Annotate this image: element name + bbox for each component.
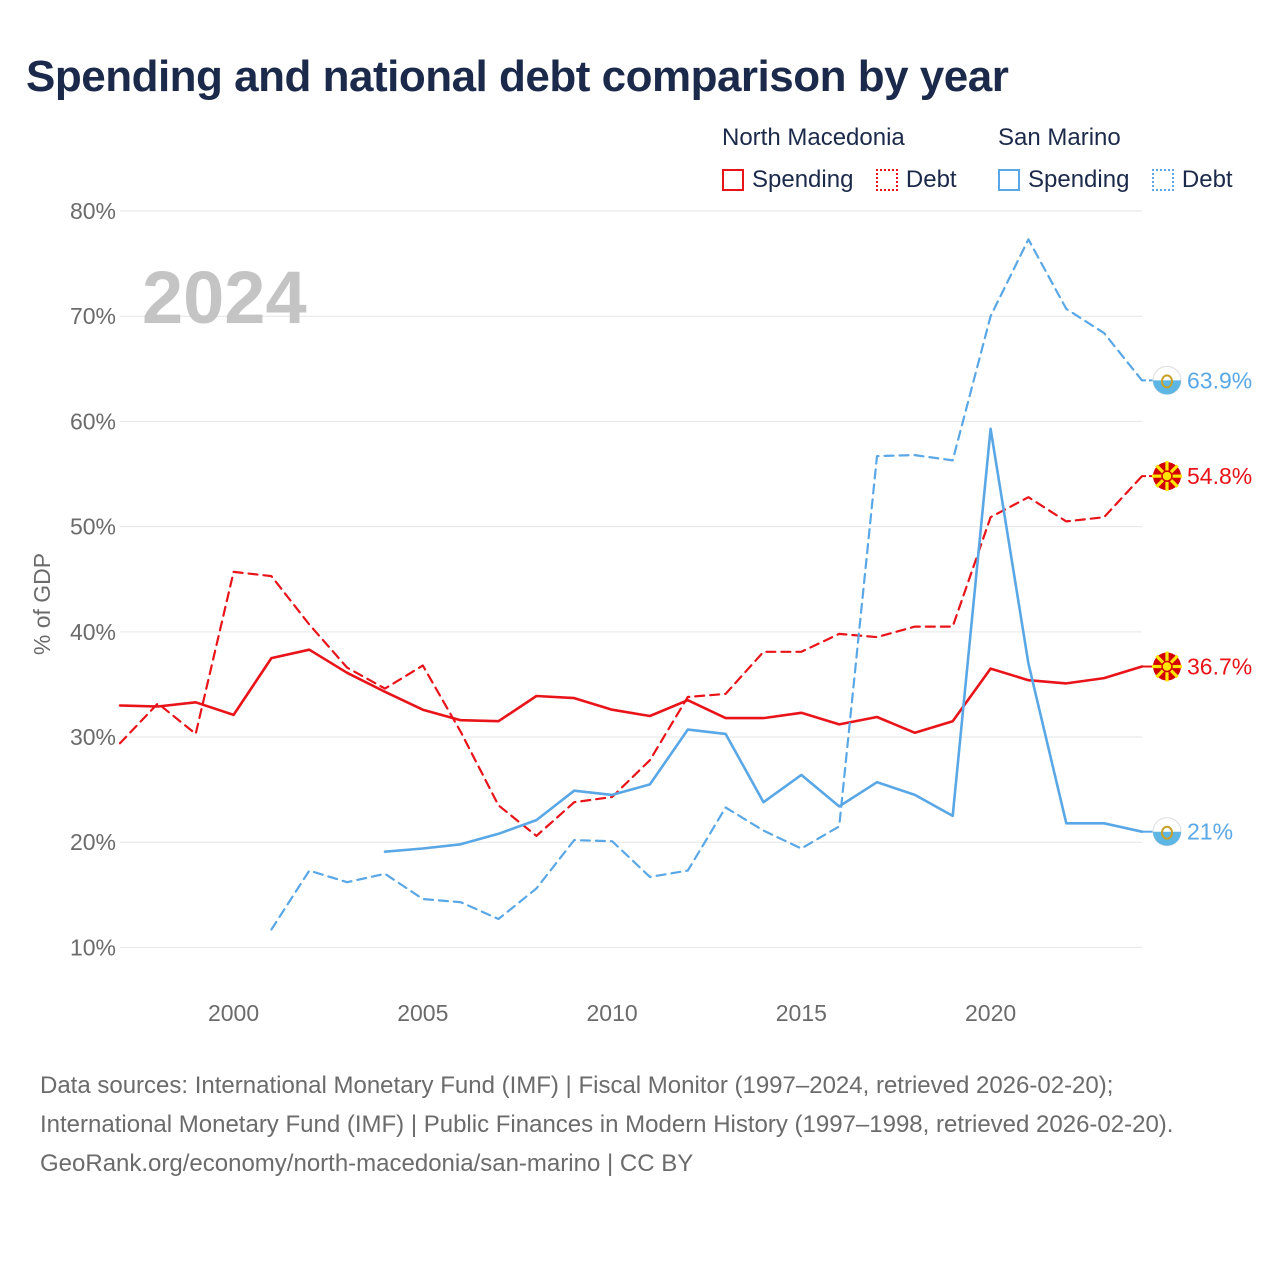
y-tick-label: 70% (70, 303, 116, 329)
data-sources: Data sources: International Monetary Fun… (40, 1072, 1174, 1138)
legend-item-label: Debt (1181, 166, 1233, 193)
x-tick-label: 2010 (586, 1000, 637, 1026)
legend-item-label: Debt (905, 166, 957, 193)
north-macedonia-spending-line (118, 648, 1144, 735)
x-tick-label: 2000 (208, 1000, 259, 1026)
san-marino-debt-line (270, 238, 1144, 931)
flag-sun (1161, 660, 1173, 673)
san-marino-spending-line (383, 427, 1144, 854)
y-tick-label: 30% (70, 724, 116, 750)
line-chart: 10% 20% 30% 40% 50% 60% 70% 80% 2000 2005 2010 2015… (29, 198, 1252, 1026)
legend-item-north-macedonia-spending[interactable]: Spending (722, 166, 853, 194)
legend-item-north-macedonia-debt[interactable]: Debt (875, 166, 957, 194)
legend-item-label: Spending (1028, 166, 1130, 193)
dotted-line-swatch-icon (875, 169, 898, 191)
end-value-label: 21% (1187, 819, 1233, 845)
legend-group-name: North Macedonia (722, 124, 905, 151)
dotted-line-swatch-icon (1151, 169, 1174, 191)
legend-group-name: San Marino (998, 124, 1121, 151)
legend-item-label: Spending (752, 166, 854, 193)
flag-emblem (1161, 825, 1173, 840)
chart-title: Spending and national debt comparison by… (26, 52, 1009, 101)
flag-sun (1161, 470, 1173, 482)
y-axis-label: % of GDP (29, 553, 55, 655)
end-value-label: 54.8% (1187, 463, 1252, 489)
credit-link[interactable]: GeoRank.org/economy/north-macedonia/san-… (40, 1150, 694, 1177)
legend-san-marino: San Marino Spending Debt (998, 124, 1251, 196)
y-tick-label: 50% (70, 514, 116, 540)
x-tick-label: 2020 (965, 1000, 1016, 1026)
y-tick-label: 80% (70, 198, 116, 224)
y-tick-label: 60% (70, 408, 116, 434)
y-tick-label: 40% (70, 619, 116, 645)
y-tick-label: 10% (70, 934, 116, 960)
end-value-label: 36.7% (1187, 654, 1252, 680)
footer: Data sources: International Monetary Fun… (40, 1066, 1250, 1183)
legend-item-san-marino-debt[interactable]: Debt (1151, 166, 1233, 194)
flag-emblem (1161, 374, 1173, 389)
end-value-label: 63.9% (1187, 367, 1252, 393)
y-tick-label: 20% (70, 829, 116, 855)
solid-line-swatch-icon (722, 169, 744, 191)
x-tick-label: 2015 (776, 1000, 827, 1026)
x-tick-label: 2005 (397, 1000, 448, 1026)
legend-item-san-marino-spending[interactable]: Spending (998, 166, 1129, 194)
year-label: 2024 (142, 256, 307, 339)
legend-north-macedonia: North Macedonia Spending Debt (722, 124, 975, 196)
solid-line-swatch-icon (998, 169, 1020, 191)
north-macedonia-debt-line (118, 475, 1144, 838)
